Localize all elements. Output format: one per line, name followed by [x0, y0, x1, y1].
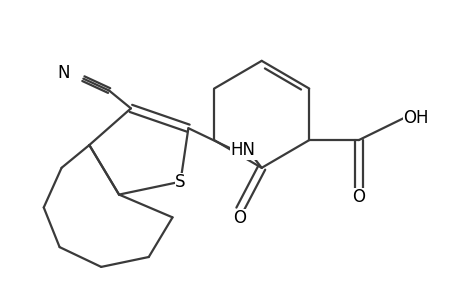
Text: N: N — [57, 64, 69, 82]
Text: HN: HN — [230, 141, 255, 159]
Text: OH: OH — [403, 109, 428, 127]
Text: O: O — [352, 188, 364, 206]
Text: S: S — [175, 173, 185, 191]
Text: O: O — [233, 209, 246, 227]
